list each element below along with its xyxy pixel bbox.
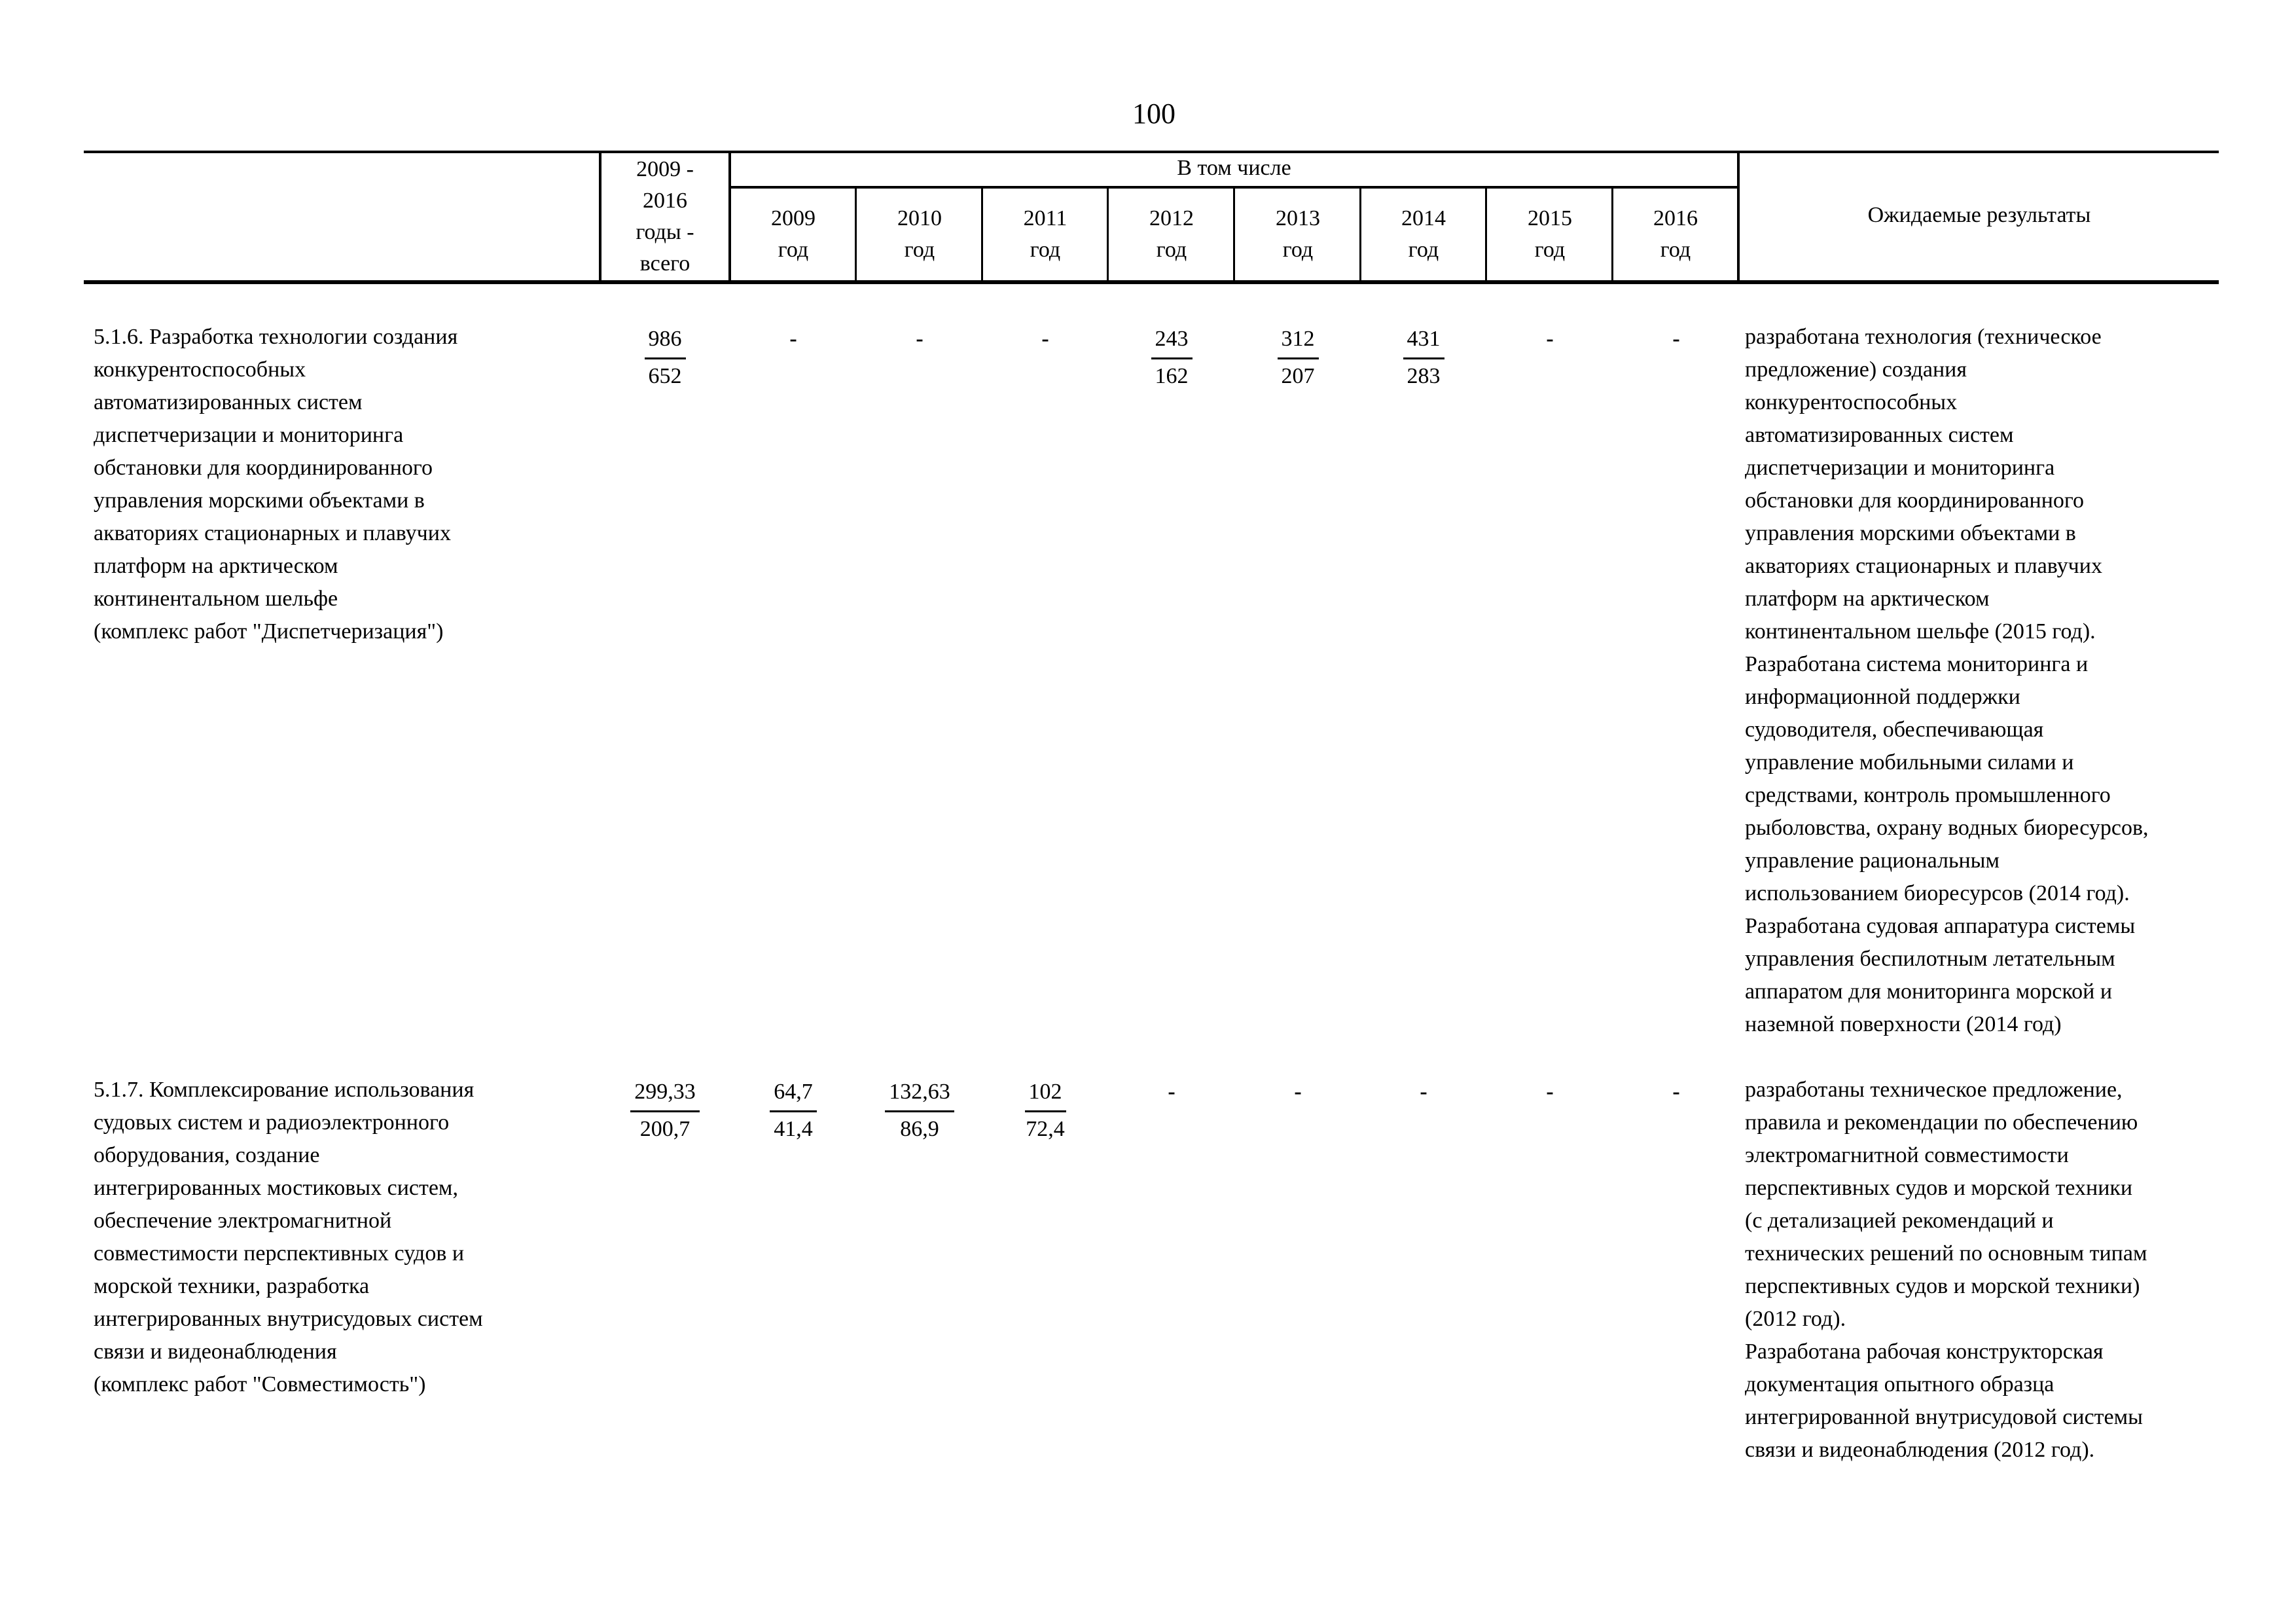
divider-2015-2016 [1611,189,1613,284]
row1-total-fact: 652 [648,364,682,388]
page-number: 100 [1132,98,1175,130]
row1-2014-plan: 431 [1403,322,1444,359]
divider-2014-2015 [1485,189,1487,284]
header-group-incl: В том числе [1177,156,1291,180]
row2-total-plan: 299,33 [630,1075,700,1112]
divider-2009-2010 [855,189,857,284]
year-label: 2015 [1528,206,1572,230]
row2-2011-plan: 102 [1024,1075,1066,1112]
header-year-2011: 2011 год [983,189,1107,280]
header-expected-results: Ожидаемые результаты [1867,203,2091,227]
results-text-5-1-7: разработаны техническое предложение, пра… [1745,1078,2147,1462]
divider-2010-2011 [981,189,983,284]
divider-task-total [599,151,601,284]
row1-2013-fact: 207 [1281,364,1315,388]
row1-2014-fact: 283 [1407,364,1441,388]
header-year-2014: 2014 год [1361,189,1486,280]
year-unit-label: год [1660,238,1691,262]
divider-2012-2013 [1233,189,1235,284]
row1-2013-value: 312 207 [1232,322,1363,393]
header-year-2009: 2009 год [731,189,855,280]
row1-2012-fact: 162 [1155,364,1189,388]
divider-2013-2014 [1359,189,1361,284]
task-text-5-1-6: 5.1.6. Разработка технологии создания ко… [94,325,458,644]
year-label: 2016 [1653,206,1698,230]
row1-2012-value: 243 162 [1106,322,1237,393]
row2-2009-plan: 64,7 [770,1075,817,1112]
row2-2015-value: - [1546,1080,1554,1104]
results-text-5-1-6: разработана технология (техническое пред… [1745,325,2149,1036]
year-label: 2009 [771,206,816,230]
year-label: 2010 [897,206,942,230]
year-label: 2012 [1149,206,1194,230]
year-unit-label: год [778,238,809,262]
row2-2011-value: 102 72,4 [980,1075,1111,1146]
row1-2009-value: - [789,327,797,351]
row2-2010-plan: 132,63 [885,1075,954,1112]
header-total-column: 2009 - 2016 годы - всего [636,157,694,276]
row2-2016-value: - [1672,1080,1680,1104]
divider-total-years [728,151,731,284]
year-label: 2014 [1401,206,1446,230]
row2-total-value: 299,33 200,7 [600,1075,730,1146]
year-label: 2011 [1023,206,1067,230]
row1-total-value: 986 652 [600,322,730,393]
year-unit-label: год [1534,238,1566,262]
row2-2009-value: 64,7 41,4 [728,1075,859,1146]
row2-total-fact: 200,7 [639,1117,691,1141]
year-unit-label: год [904,238,935,262]
year-unit-label: год [1408,238,1439,262]
row1-2010-value: - [916,327,924,351]
row1-2014-value: 431 283 [1358,322,1489,393]
row1-2013-plan: 312 [1277,322,1319,359]
header-bottom-border [84,280,2219,284]
row2-2014-value: - [1420,1080,1427,1104]
row2-2011-fact: 72,4 [1026,1117,1065,1141]
header-year-2013: 2013 год [1236,189,1360,280]
row1-2015-value: - [1546,327,1554,351]
year-label: 2013 [1276,206,1320,230]
year-unit-label: год [1282,238,1314,262]
header-year-2015: 2015 год [1488,189,1612,280]
year-unit-label: год [1156,238,1187,262]
row1-2011-value: - [1041,327,1049,351]
group-header-underline [728,186,1738,189]
table-border-top [84,151,2219,153]
row1-2012-plan: 243 [1151,322,1193,359]
header-year-2010: 2010 год [857,189,982,280]
divider-2011-2012 [1107,189,1109,284]
row2-2009-fact: 41,4 [774,1117,813,1141]
task-text-5-1-7: 5.1.7. Комплексирование использования су… [94,1078,483,1396]
row2-2010-fact: 86,9 [900,1117,939,1141]
row2-2010-value: 132,63 86,9 [854,1075,985,1146]
header-year-2016: 2016 год [1613,189,1738,280]
row1-2016-value: - [1672,327,1680,351]
year-unit-label: год [1030,238,1061,262]
header-year-2012: 2012 год [1109,189,1234,280]
row2-2012-value: - [1168,1080,1175,1104]
row2-2013-value: - [1294,1080,1302,1104]
divider-years-results [1737,151,1740,284]
row1-total-plan: 986 [644,322,686,359]
